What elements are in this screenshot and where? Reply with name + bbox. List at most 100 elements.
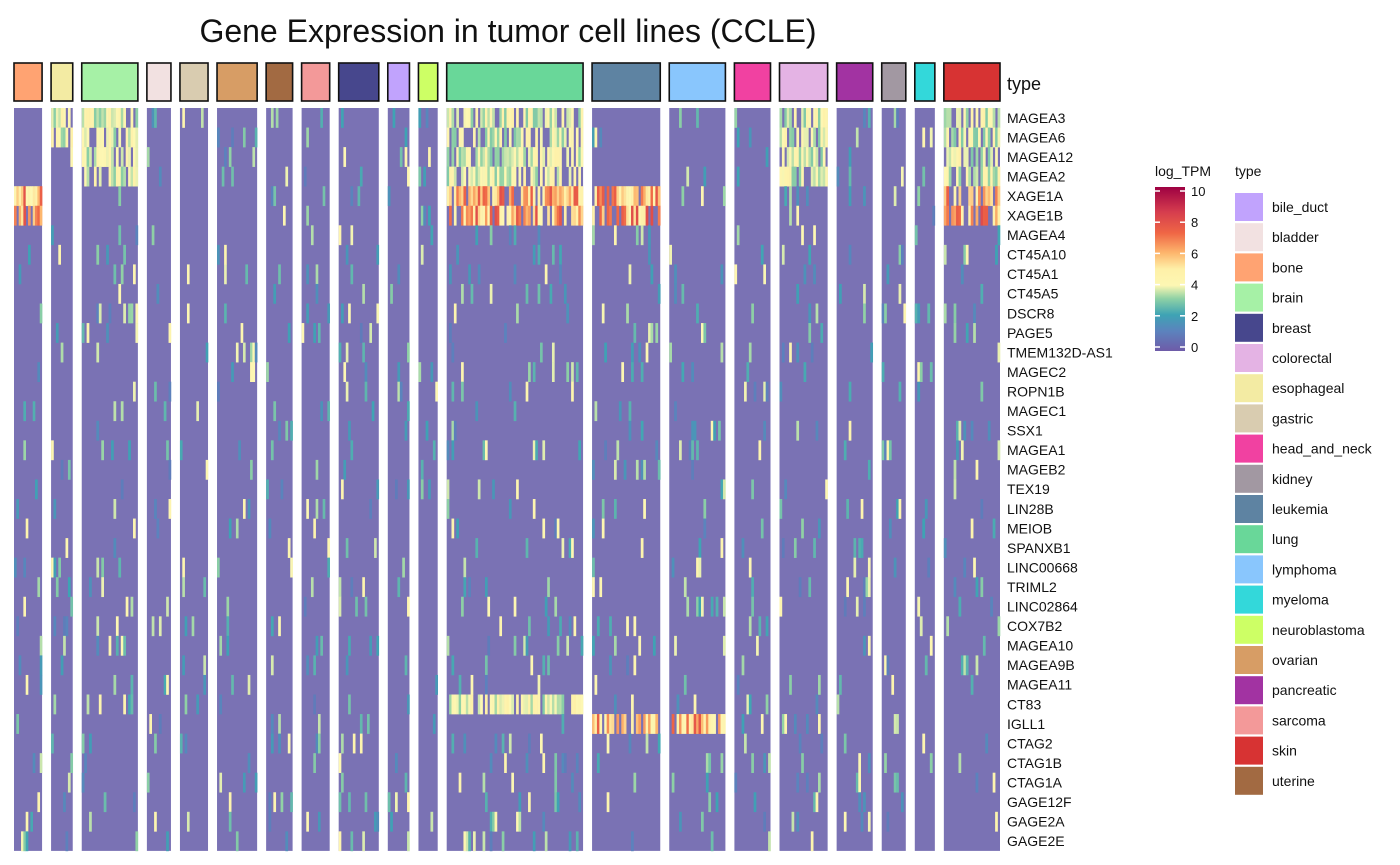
- gene-label: GAGE2E: [1007, 833, 1065, 849]
- color-scale-legend: log_TPM 0 2 4 6 8 10: [1155, 163, 1211, 355]
- legend-label: myeloma: [1272, 592, 1329, 608]
- legend-label: bile_duct: [1272, 199, 1328, 215]
- heat-group-bladder: [146, 108, 172, 852]
- gene-label: MAGEB2: [1007, 462, 1066, 478]
- annotation-uterine: [265, 62, 294, 102]
- gene-label: MEIOB: [1007, 520, 1052, 536]
- annotation-esophageal: [50, 62, 74, 102]
- annotation-head_and_neck: [733, 62, 772, 102]
- legend-label: bone: [1272, 259, 1303, 275]
- annotation-skin: [943, 62, 1001, 102]
- gene-label: LIN28B: [1007, 501, 1054, 517]
- legend-swatch-uterine: [1235, 766, 1263, 795]
- heat-group-lung: [446, 108, 584, 852]
- annotation-lymphoma: [668, 62, 727, 102]
- legend-swatch-kidney: [1235, 464, 1263, 493]
- annotation-leukemia: [591, 62, 662, 102]
- legend-label: ovarian: [1272, 652, 1318, 668]
- annotation-gastric: [179, 62, 209, 102]
- heat-group-colorectal: [779, 108, 828, 852]
- legend-swatch-gastric: [1235, 404, 1263, 433]
- heat-group-bone: [14, 108, 43, 852]
- annotation-sarcoma: [300, 62, 331, 102]
- gene-label: MAGEA11: [1007, 677, 1072, 693]
- annotation-label: type: [1007, 74, 1041, 94]
- legend-label: lymphoma: [1272, 561, 1337, 577]
- legend-swatch-pancreatic: [1235, 676, 1263, 705]
- legend-swatch-esophageal: [1235, 374, 1263, 403]
- color-scale-tick: 0: [1191, 340, 1198, 355]
- heat-group-myeloma: [914, 108, 936, 851]
- legend-swatch-lung: [1235, 525, 1263, 554]
- gene-label: PAGE5: [1007, 325, 1053, 341]
- legend-swatch-ovarian: [1235, 646, 1263, 674]
- type-annotation-bar: [13, 62, 1001, 102]
- gene-label: CT45A1: [1007, 266, 1059, 282]
- gene-label: LINC00668: [1007, 559, 1078, 575]
- legend-swatch-neuroblastoma: [1235, 615, 1263, 644]
- annotation-ovarian: [216, 62, 258, 102]
- annotation-brain: [80, 62, 139, 102]
- gene-label: XAGE1A: [1007, 188, 1064, 204]
- legend-label: kidney: [1272, 471, 1312, 487]
- legend-swatch-lymphoma: [1235, 555, 1263, 584]
- annotation-bladder: [146, 62, 172, 102]
- heat-group-head_and_neck: [734, 108, 771, 852]
- annotation-colorectal: [778, 62, 829, 102]
- heat-group-gastric: [179, 108, 209, 851]
- legend-label: colorectal: [1272, 350, 1332, 366]
- legend-swatch-sarcoma: [1235, 706, 1263, 735]
- heat-group-bile_duct: [387, 108, 410, 852]
- annotation-kidney: [880, 62, 907, 102]
- annotation-bone: [13, 62, 43, 102]
- type-legend-title: type: [1235, 163, 1262, 179]
- heat-group-skin: [943, 108, 1001, 851]
- gene-label: CTAG1B: [1007, 755, 1062, 771]
- legend-label: uterine: [1272, 773, 1315, 789]
- legend-swatch-leukemia: [1235, 495, 1263, 523]
- gene-label: TMEM132D-AS1: [1007, 344, 1113, 360]
- gene-label: IGLL1: [1007, 716, 1045, 732]
- color-scale-tick: 10: [1191, 184, 1205, 199]
- legend-swatch-brain: [1235, 283, 1263, 312]
- gene-label: DSCR8: [1007, 305, 1055, 321]
- legend-swatch-bone: [1235, 253, 1263, 282]
- gene-label: CTAG1A: [1007, 774, 1063, 790]
- heat-group-breast: [338, 108, 380, 852]
- legend-label: neuroblastoma: [1272, 622, 1365, 638]
- gene-label: COX7B2: [1007, 618, 1062, 634]
- annotation-neuroblastoma: [417, 62, 439, 102]
- heatmap-body: [14, 108, 1001, 852]
- gene-label: SSX1: [1007, 423, 1043, 439]
- gene-label: GAGE2A: [1007, 814, 1065, 830]
- gene-label: CT45A5: [1007, 286, 1059, 302]
- color-scale-tick: 4: [1191, 278, 1198, 293]
- gene-label: CTAG2: [1007, 735, 1053, 751]
- legend-swatch-head_and_neck: [1235, 434, 1263, 463]
- legend-label: bladder: [1272, 229, 1319, 245]
- gene-label: ROPN1B: [1007, 383, 1065, 399]
- annotation-myeloma: [913, 62, 936, 102]
- gene-label: MAGEA3: [1007, 110, 1066, 126]
- gene-label: TRIML2: [1007, 579, 1057, 595]
- annotation-pancreatic: [835, 62, 874, 102]
- annotation-bile_duct: [386, 62, 411, 102]
- heat-group-leukemia: [592, 108, 661, 852]
- heat-group-neuroblastoma: [418, 108, 439, 851]
- gene-label: TEX19: [1007, 481, 1050, 497]
- legend-label: lung: [1272, 531, 1298, 547]
- legend-label: sarcoma: [1272, 712, 1326, 728]
- gene-row-labels: MAGEA3 MAGEA6 MAGEA12 MAGEA2 XAGE1A XAGE1B MAG…: [1007, 110, 1113, 849]
- legend-label: brain: [1272, 290, 1303, 306]
- color-scale-tick: 6: [1191, 246, 1198, 261]
- gene-label: MAGEA1: [1007, 442, 1066, 458]
- heat-group-uterine: [266, 108, 293, 852]
- legend-label: gastric: [1272, 410, 1313, 426]
- legend-label: esophageal: [1272, 380, 1344, 396]
- gene-label: CT45A10: [1007, 247, 1066, 263]
- legend-swatch-myeloma: [1235, 585, 1263, 614]
- gene-label: MAGEA9B: [1007, 657, 1075, 673]
- gene-label: MAGEC1: [1007, 403, 1066, 419]
